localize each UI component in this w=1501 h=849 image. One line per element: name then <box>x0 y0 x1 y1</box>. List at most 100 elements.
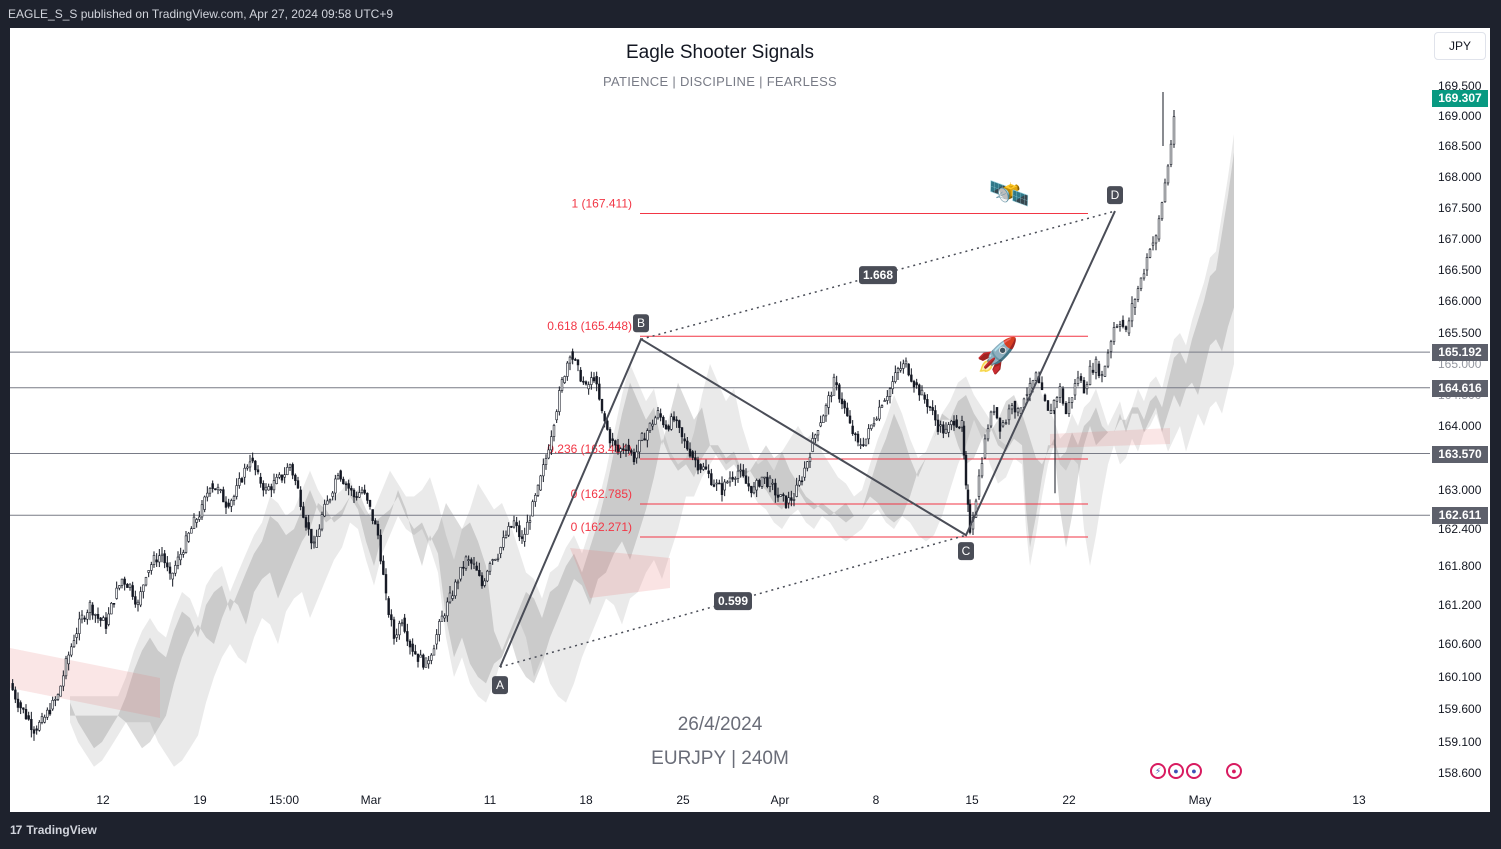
candle-body <box>1163 182 1167 203</box>
candle-body <box>899 368 902 371</box>
price-axis[interactable]: 169.500 169.000 168.500 168.000 167.500 167.0… <box>1432 28 1490 788</box>
eu-flag-icon-2[interactable]: ● <box>1186 763 1202 779</box>
candle-body <box>1067 402 1071 414</box>
price-tick-4: 167.500 <box>1438 201 1482 215</box>
candle-body <box>339 470 342 480</box>
pattern-point-a[interactable]: A <box>492 676 508 695</box>
lightning-icon[interactable]: ⚡ <box>1150 763 1166 779</box>
pattern-line[interactable] <box>499 210 1116 668</box>
candle-body <box>168 566 172 574</box>
candle-body <box>582 380 585 383</box>
candle-body <box>1082 380 1086 394</box>
pattern-point-d[interactable]: D <box>1107 186 1123 205</box>
candle-body <box>344 483 348 486</box>
candle-body <box>958 426 961 429</box>
candle-body <box>96 614 100 619</box>
candle-body <box>320 514 324 530</box>
level-tag-2: 163.570 <box>1432 445 1488 463</box>
candle-body <box>840 398 844 405</box>
candle-body <box>856 433 860 443</box>
candle-body <box>1160 202 1164 220</box>
candle-body <box>123 578 126 585</box>
price-tick-1: 169.000 <box>1438 109 1482 123</box>
candle-body <box>536 484 540 496</box>
candle-body <box>1100 374 1104 377</box>
candle-body <box>358 492 361 498</box>
date-tick-5: 18 <box>579 793 593 807</box>
candle-body <box>1148 248 1152 258</box>
candle-body <box>1154 235 1158 244</box>
candle-body <box>827 395 830 408</box>
candle-body <box>440 615 444 622</box>
candle-body <box>283 474 286 478</box>
price-tick-7: 166.000 <box>1438 294 1482 308</box>
candle-body <box>286 467 289 475</box>
candle-body <box>563 376 566 383</box>
candle-body <box>299 489 302 507</box>
candle-body <box>544 458 548 465</box>
candle-body <box>179 553 182 561</box>
svg-text:1.668: 1.668 <box>863 268 893 282</box>
date-tick-12: 13 <box>1352 793 1366 807</box>
candle-body <box>1118 324 1122 327</box>
price-tick-0: 169.500 <box>1438 79 1482 93</box>
candle-body <box>814 434 817 439</box>
candle-body <box>1046 400 1050 411</box>
candle-body <box>80 614 84 620</box>
candle-body <box>1169 143 1173 165</box>
candle-body <box>832 376 836 396</box>
pattern-point-b[interactable]: B <box>633 314 649 333</box>
candle-body <box>659 413 662 418</box>
date-tick-3: Mar <box>360 793 382 807</box>
candle-body <box>627 444 630 451</box>
candle-body <box>488 563 492 572</box>
candle-body <box>192 516 196 529</box>
candle-body <box>747 483 750 487</box>
eu-flag-icon[interactable]: ● <box>1168 763 1184 779</box>
candle-body <box>88 601 92 613</box>
candle-body <box>75 633 78 638</box>
price-tick-20: 158.600 <box>1438 766 1482 780</box>
candle-body <box>390 614 393 621</box>
candle-body <box>384 574 388 594</box>
candle-body <box>964 454 968 486</box>
date-tick-11: May <box>1188 793 1212 807</box>
candle-body <box>944 428 948 434</box>
candle-body <box>203 496 206 510</box>
candle-body <box>875 418 878 421</box>
tradingview-logo[interactable]: 17 TradingView <box>10 823 97 837</box>
price-chart[interactable]: 1 (167.411) 0.618 (165.448) 0.236 (163.484… <box>10 28 1490 812</box>
candle-body <box>1076 377 1080 384</box>
chart-area[interactable]: 1 (167.411) 0.618 (165.448) 0.236 (163.484… <box>10 28 1490 812</box>
svg-text:B: B <box>637 316 645 330</box>
pattern-point-c[interactable]: C <box>958 542 974 561</box>
candle-body <box>230 500 233 507</box>
currency-button[interactable]: JPY <box>1434 32 1486 60</box>
candle-body <box>382 560 385 575</box>
candle-body <box>1013 400 1017 413</box>
candle-body <box>40 716 44 723</box>
candle-body <box>414 651 417 655</box>
candle-body <box>379 534 382 562</box>
indicator-icons[interactable]: ⚡ ● ● ● <box>1150 763 1242 779</box>
record-icon[interactable]: ● <box>1226 763 1242 779</box>
candle-body <box>1016 408 1020 413</box>
candle-body <box>603 413 606 422</box>
candle-body <box>238 478 241 486</box>
candle-body <box>870 424 873 429</box>
candle-body <box>312 541 316 544</box>
cloud-red-3 <box>1050 428 1170 448</box>
candle-body <box>830 394 833 397</box>
candle-body <box>819 422 822 427</box>
candle-body <box>771 482 774 485</box>
candle-body <box>1004 422 1008 424</box>
candle-body <box>736 470 740 479</box>
brand-name: TradingView <box>26 823 97 837</box>
candle-body <box>715 482 718 485</box>
candle-body <box>27 715 30 720</box>
price-tick-12: 163.000 <box>1438 483 1482 497</box>
candle-body <box>808 456 812 462</box>
candle-body <box>294 474 297 481</box>
time-axis[interactable]: 12 19 15:00 Mar 11 18 25 Apr 8 15 22 May 13 <box>10 788 1430 812</box>
candle-body <box>728 477 732 483</box>
